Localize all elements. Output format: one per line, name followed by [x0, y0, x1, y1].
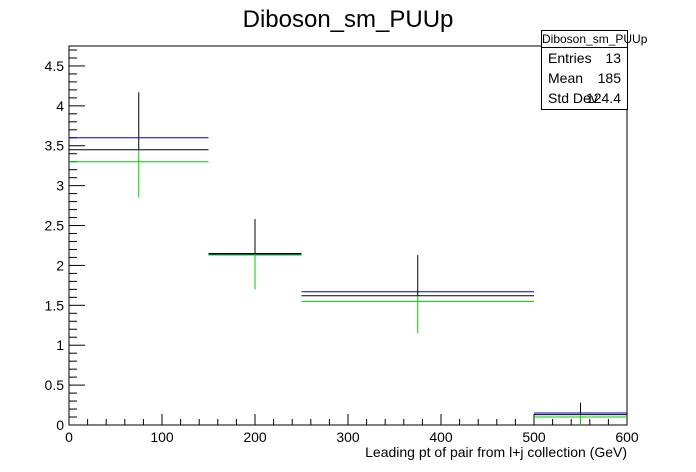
- y-tick-label: 1: [56, 337, 64, 353]
- x-tick-label: 500: [522, 429, 546, 445]
- stats-row-mean: Mean 185: [542, 68, 627, 88]
- x-tick-label: 400: [429, 429, 453, 445]
- stats-label: Std Dev: [548, 90, 598, 106]
- stats-value: 185: [597, 70, 621, 86]
- stats-value: 124.4: [585, 90, 621, 106]
- y-tick-label: 2.5: [45, 218, 65, 234]
- x-tick-label: 100: [150, 429, 174, 445]
- y-tick-label: 3: [56, 178, 64, 194]
- stats-box-title: Diboson_sm_PUUp: [542, 32, 648, 48]
- y-tick-label: 4.5: [45, 58, 65, 74]
- y-tick-label: 0.5: [45, 377, 65, 393]
- stats-label: Entries: [548, 50, 592, 66]
- stats-label: Mean: [548, 70, 584, 86]
- chart-title: Diboson_sm_PUUp: [242, 6, 454, 33]
- x-tick-label: 200: [243, 429, 267, 445]
- x-tick-label: 300: [336, 429, 360, 445]
- stats-value: 13: [605, 50, 621, 66]
- y-tick-label: 1.5: [45, 297, 65, 313]
- y-tick-label: 4: [56, 98, 64, 114]
- stats-box: Diboson_sm_PUUp Entries 13 Mean 185 Std …: [541, 30, 648, 110]
- stats-row-entries: Entries 13: [542, 48, 627, 68]
- y-tick-label: 0: [56, 417, 64, 433]
- stats-row-stddev: Std Dev 124.4: [542, 88, 627, 108]
- x-tick-label: 0: [65, 429, 73, 445]
- y-tick-label: 2: [56, 257, 64, 273]
- x-tick-label: 600: [615, 429, 639, 445]
- y-tick-label: 3.5: [45, 138, 65, 154]
- x-axis-label: Leading pt of pair from l+j collection (…: [365, 444, 627, 460]
